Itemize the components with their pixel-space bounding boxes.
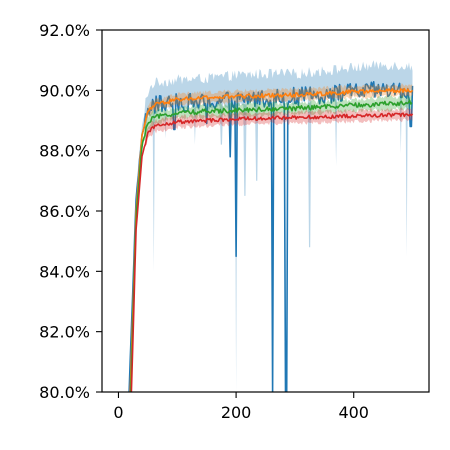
series-1-band [129,60,413,392]
series-1-line [128,81,414,392]
y-tick-label: 82.0% [39,323,90,342]
y-tick-label: 80.0% [39,383,90,402]
series-4-line [130,112,414,392]
series-2-line [129,87,414,392]
x-tick-label: 0 [113,403,123,422]
x-tick-label: 200 [221,403,252,422]
plot-marks [128,60,414,392]
series-3-line [130,99,413,392]
y-tick-label: 90.0% [39,81,90,100]
x-axis: 0 200 400 [113,392,369,422]
y-tick-label: 92.0% [39,21,90,40]
y-tick-label: 88.0% [39,142,90,161]
y-axis: 80.0% 82.0% 84.0% 86.0% 88.0% 90.0% 92.0% [39,21,102,402]
y-tick-label: 84.0% [39,262,90,281]
y-tick-label: 86.0% [39,202,90,221]
x-tick-label: 400 [338,403,369,422]
